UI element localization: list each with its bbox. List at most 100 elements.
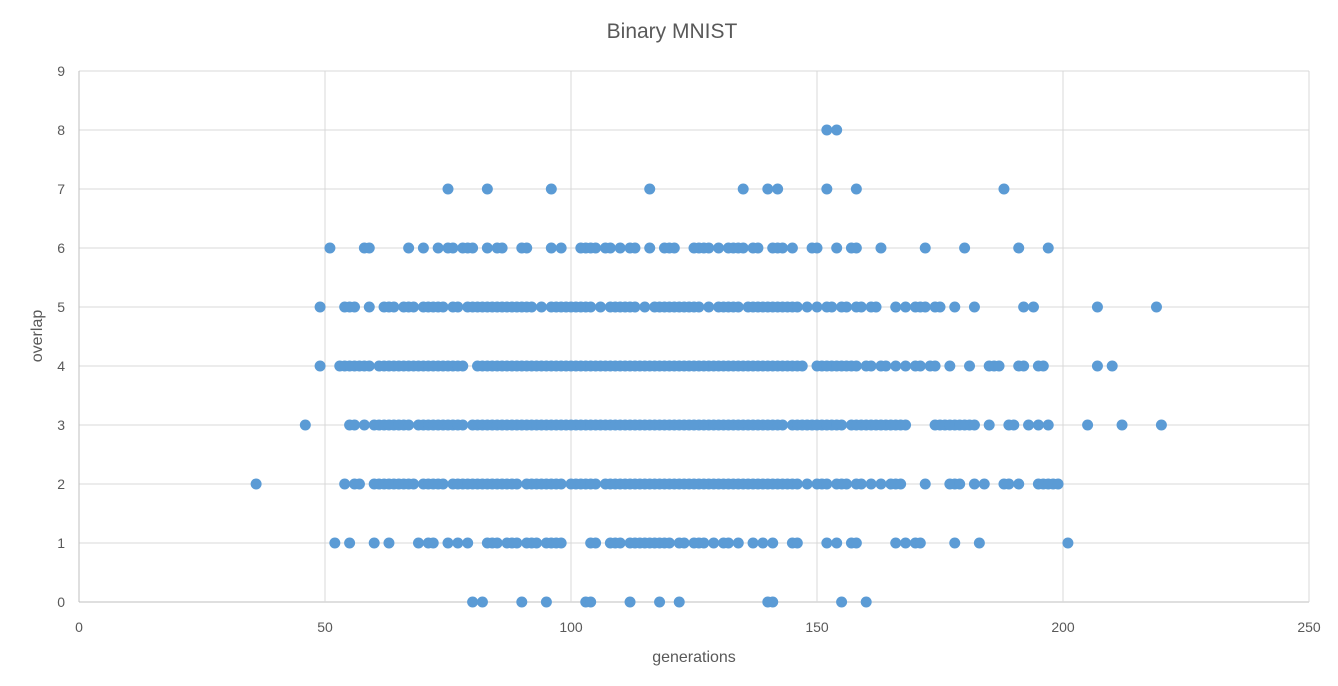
y-tick-label: 8 bbox=[57, 122, 65, 138]
y-tick-label: 0 bbox=[57, 594, 65, 610]
data-point bbox=[412, 537, 424, 549]
data-point bbox=[732, 537, 744, 549]
data-point bbox=[614, 537, 626, 549]
data-point bbox=[826, 301, 838, 313]
data-point bbox=[870, 301, 882, 313]
data-point bbox=[757, 537, 769, 549]
data-point bbox=[811, 301, 823, 313]
data-point bbox=[1013, 478, 1025, 490]
data-point bbox=[865, 478, 877, 490]
data-point bbox=[457, 360, 469, 372]
data-point bbox=[595, 301, 607, 313]
data-point bbox=[900, 419, 912, 431]
data-point bbox=[752, 242, 764, 254]
data-point bbox=[388, 301, 400, 313]
data-point bbox=[791, 301, 803, 313]
data-point bbox=[821, 478, 833, 490]
data-point bbox=[880, 360, 892, 372]
data-point bbox=[521, 242, 533, 254]
data-point bbox=[1091, 301, 1103, 313]
data-point bbox=[1027, 301, 1039, 313]
data-point bbox=[821, 124, 833, 136]
data-point bbox=[408, 478, 420, 490]
data-point bbox=[555, 537, 567, 549]
data-point bbox=[914, 537, 926, 549]
y-tick-label: 2 bbox=[57, 476, 65, 492]
data-point bbox=[1116, 419, 1128, 431]
data-point bbox=[417, 242, 429, 254]
y-axis-label: overlap bbox=[29, 310, 46, 363]
data-point bbox=[801, 301, 813, 313]
data-point bbox=[442, 183, 454, 195]
data-point bbox=[368, 537, 380, 549]
y-tick-label: 9 bbox=[57, 63, 65, 79]
data-point bbox=[1037, 360, 1049, 372]
data-point bbox=[339, 478, 351, 490]
data-point bbox=[855, 301, 867, 313]
data-point bbox=[314, 360, 326, 372]
data-point bbox=[875, 478, 887, 490]
x-tick-label: 200 bbox=[1051, 619, 1075, 635]
data-point bbox=[708, 537, 720, 549]
data-point bbox=[624, 596, 636, 608]
data-point bbox=[968, 478, 980, 490]
data-point bbox=[1003, 478, 1015, 490]
data-point bbox=[713, 242, 725, 254]
data-point bbox=[481, 242, 493, 254]
data-point bbox=[914, 360, 926, 372]
y-tick-label: 4 bbox=[57, 358, 65, 374]
data-point bbox=[344, 537, 356, 549]
data-point bbox=[511, 478, 523, 490]
data-point bbox=[954, 478, 966, 490]
data-point bbox=[831, 124, 843, 136]
data-point bbox=[796, 360, 808, 372]
data-point bbox=[663, 537, 675, 549]
data-point bbox=[1042, 242, 1054, 254]
data-point bbox=[540, 596, 552, 608]
x-tick-label: 50 bbox=[317, 619, 333, 635]
data-point bbox=[353, 478, 365, 490]
data-point bbox=[481, 183, 493, 195]
data-point bbox=[678, 537, 690, 549]
data-point bbox=[614, 242, 626, 254]
tick-labels: 0 1 2 3 4 5 6 7 8 9 0 50 100 150 200 250 bbox=[57, 63, 1321, 635]
data-point bbox=[919, 478, 931, 490]
data-point bbox=[408, 301, 420, 313]
data-point bbox=[919, 242, 931, 254]
data-point bbox=[777, 242, 789, 254]
data-point bbox=[437, 478, 449, 490]
data-point bbox=[850, 537, 862, 549]
data-point bbox=[841, 301, 853, 313]
data-point bbox=[978, 478, 990, 490]
y-tick-label: 3 bbox=[57, 417, 65, 433]
data-point bbox=[476, 596, 488, 608]
chart-title: Binary MNIST bbox=[607, 20, 738, 43]
data-point bbox=[545, 183, 557, 195]
data-point bbox=[1018, 301, 1030, 313]
data-point bbox=[363, 301, 375, 313]
data-point bbox=[432, 242, 444, 254]
data-point bbox=[850, 242, 862, 254]
data-point bbox=[358, 419, 370, 431]
data-point bbox=[855, 478, 867, 490]
data-point bbox=[831, 242, 843, 254]
data-point bbox=[555, 478, 567, 490]
data-point bbox=[585, 596, 597, 608]
data-point bbox=[767, 537, 779, 549]
data-point bbox=[668, 242, 680, 254]
data-point bbox=[526, 301, 538, 313]
data-point bbox=[349, 301, 361, 313]
data-point bbox=[403, 242, 415, 254]
data-point bbox=[791, 537, 803, 549]
data-point bbox=[555, 242, 567, 254]
grid-lines bbox=[78, 70, 1310, 603]
data-point bbox=[329, 537, 341, 549]
data-point bbox=[590, 478, 602, 490]
data-point bbox=[786, 242, 798, 254]
y-tick-label: 1 bbox=[57, 535, 65, 551]
data-point bbox=[900, 301, 912, 313]
data-point bbox=[767, 596, 779, 608]
data-point bbox=[949, 301, 961, 313]
data-point bbox=[865, 360, 877, 372]
